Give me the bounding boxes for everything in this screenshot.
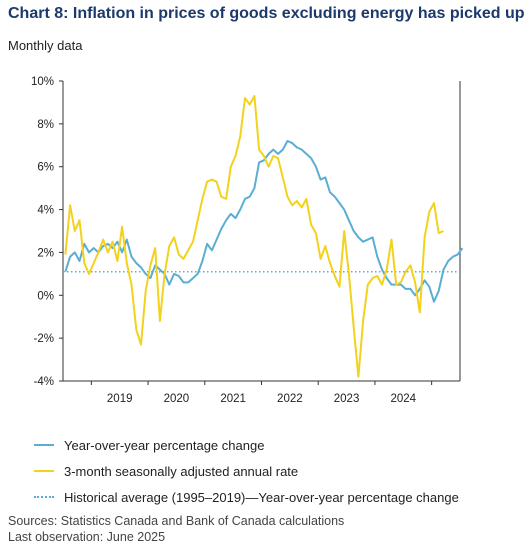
legend-item-yoy: Year-over-year percentage change [34,432,459,458]
legend-swatch-yoy [34,444,54,446]
legend-label-historical: Historical average (1995–2019)—Year-over… [64,489,459,505]
line-chart: 10% 8% 6% 4% 2% 0% -2% -4% 2019 2020 2021 2022 2023 2… [31,76,464,405]
last-observation-note: Last observation: June 2025 [8,530,166,544]
legend-swatch-three-month [34,470,54,472]
legend-swatch-historical [34,496,54,498]
x-tick-label: 2024 [390,393,416,405]
y-tick-label: 2% [37,247,54,259]
legend-item-historical: Historical average (1995–2019)—Year-over… [34,484,459,510]
legend-label-yoy: Year-over-year percentage change [64,437,265,453]
y-tick-label: 8% [37,119,54,131]
y-tick-label: -2% [34,333,54,345]
x-tick-label: 2023 [334,393,360,405]
legend: Year-over-year percentage change 3-month… [34,432,459,510]
legend-item-three-month: 3-month seasonally adjusted annual rate [34,458,459,484]
x-tick-label: 2021 [220,393,246,405]
legend-label-three-month: 3-month seasonally adjusted annual rate [64,463,299,479]
y-tick-label: -4% [34,376,54,388]
series-line-three-month [64,95,444,378]
y-tick-label: 10% [31,76,54,88]
chart-subtitle: Monthly data [8,38,83,53]
y-tick-label: 6% [37,162,54,174]
y-tick-label: 0% [37,290,54,302]
chart-title: Chart 8: Inflation in prices of goods ex… [8,5,525,22]
x-tick-label: 2019 [107,393,133,405]
x-tick-label: 2020 [164,393,190,405]
x-tick-label: 2022 [277,393,303,405]
y-tick-label: 4% [37,205,54,217]
footer: Sources: Statistics Canada and Bank of C… [8,513,344,545]
sources-note: Sources: Statistics Canada and Bank of C… [8,514,345,528]
